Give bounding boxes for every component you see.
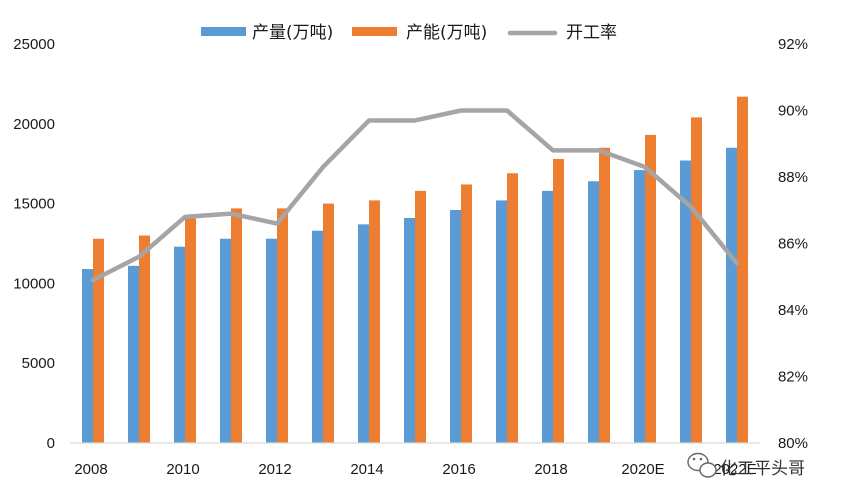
bar-production-2013 [312,230,323,443]
bar-production-2018 [542,190,553,443]
bar-capacity-2013 [323,203,334,443]
wechat-icon [687,452,717,478]
legend-swatch-production [201,27,246,36]
x-tick-label: 2012 [258,461,291,478]
bar-production-2008 [82,269,93,443]
watermark-text: 化工平头哥 [720,459,805,479]
x-tick-label: 2008 [74,461,107,478]
bar-capacity-2009 [139,235,150,443]
bar-capacity-2017 [507,173,518,443]
bar-capacity-2015 [415,190,426,443]
x-axis: 2008 2010 2012 2014 2016 2018 2020E 2022E [74,461,756,478]
bar-production-2014 [358,224,369,443]
bar-capacity-2014 [369,200,380,443]
legend: 产量(万吨) 产能(万吨) 开工率 [201,23,617,43]
legend-label-capacity: 产能(万吨) [406,23,487,43]
right-tick-label: 92% [778,36,808,53]
x-tick-label: 2016 [442,461,475,478]
x-tick-label: 2010 [166,461,199,478]
bar-production-2020E [634,170,645,444]
left-axis: 0 5000 10000 15000 20000 25000 [13,36,55,452]
bar-production-2012 [266,238,277,443]
bar-capacity-2021E [691,117,702,443]
bar-capacity-2011 [231,208,242,443]
bar-capacity-2019 [599,147,610,444]
bar-production-2022E [726,147,737,444]
x-tick-label: 2018 [534,461,567,478]
right-tick-label: 88% [778,169,808,186]
bar-capacity-2016 [461,184,472,443]
left-tick-label: 20000 [13,116,55,133]
bar-capacity-2010 [185,217,196,443]
legend-label-utilization: 开工率 [566,23,617,43]
legend-label-production: 产量(万吨) [252,23,333,43]
legend-swatch-capacity [352,27,397,36]
right-tick-label: 86% [778,236,808,253]
left-tick-label: 15000 [13,196,55,213]
bar-production-2010 [174,246,185,443]
bar-production-2017 [496,200,507,443]
x-tick-label: 2022E [713,461,756,478]
bar-capacity-2012 [277,208,288,443]
left-tick-label: 10000 [13,275,55,292]
bar-capacity-2022E [737,96,748,443]
left-tick-label: 0 [47,435,55,452]
left-tick-label: 25000 [13,36,55,53]
bar-capacity-2008 [93,238,104,443]
bar-production-2015 [404,217,415,443]
bar-production-2011 [220,238,231,443]
right-axis: 80% 82% 84% 86% 88% 90% 92% [778,36,808,452]
bar-production-2021E [680,160,691,443]
bar-capacity-2018 [553,158,564,444]
right-tick-label: 82% [778,369,808,386]
x-tick-label: 2020E [621,461,664,478]
bar-production-2016 [450,209,461,443]
watermark: 化工平头哥 [687,452,805,479]
bar-production-2009 [128,265,139,443]
right-tick-label: 84% [778,302,808,319]
bars-layer [82,96,748,444]
bar-capacity-2020E [645,134,656,444]
right-tick-label: 90% [778,103,808,120]
line-layer [90,108,740,283]
x-tick-label: 2014 [350,461,383,478]
right-tick-label: 80% [778,435,808,452]
left-tick-label: 5000 [22,355,55,372]
bar-production-2019 [588,181,599,444]
